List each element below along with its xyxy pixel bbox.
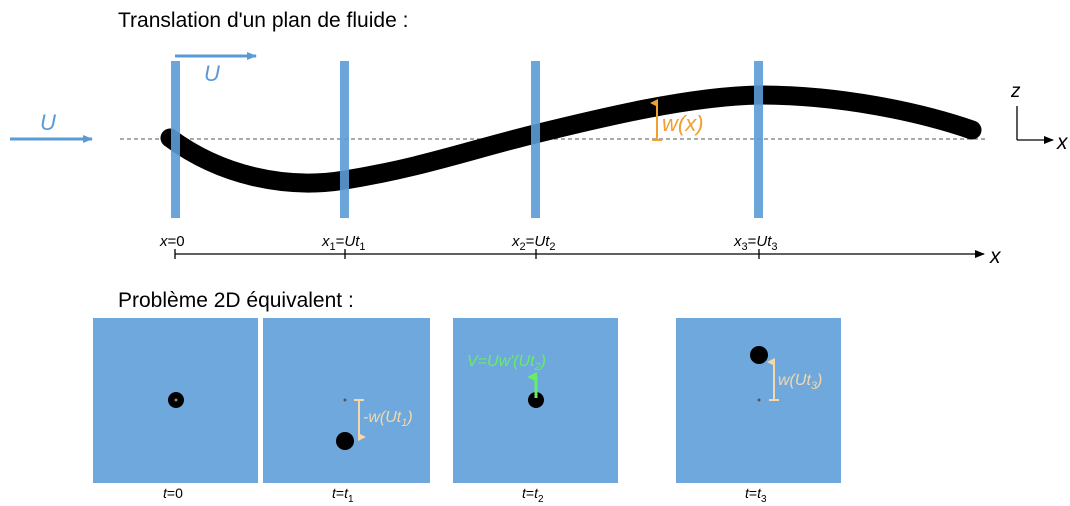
fluid-plane-0 [171,61,180,218]
panel-3-particle [750,346,768,364]
fluid-plane-2 [531,61,540,218]
tick-label-0: x=0 [159,233,185,250]
x-axis-label: x [989,245,1002,268]
tick-label-1: x1=Ut1 [321,233,366,253]
bottom-title: Problème 2D équivalent : [118,289,354,312]
panel-2-particle [528,392,544,408]
deflection-label: w(x) [662,111,704,136]
fluid-plane-1 [340,61,349,218]
panel-0-origin [174,398,178,402]
tick-label-2: x2=Ut2 [511,233,556,253]
panel-1-annotation: -w(Ut1) [363,409,413,429]
panel-3-annotation: w(Ut3) [778,372,822,392]
panel-1-particle [336,432,354,450]
panel-3-time: t=t3 [745,485,767,505]
panel-1 [263,318,430,483]
top-title: Translation d'un plan de fluide : [118,9,408,32]
panel-1-time: t=t1 [332,485,354,505]
panel-2-annotation: V=Uw'(Ut2) [467,353,546,373]
panel-3-origin [757,398,761,402]
panel-0-time: t=0 [163,485,183,501]
plane-velocity-label: U [204,61,220,86]
tick-label-3: x3=Ut3 [733,233,778,253]
z-axis-label: z [1010,81,1021,102]
panel-2-time: t=t2 [522,485,544,505]
x-axis-small-label: x [1056,131,1069,154]
panel-1-origin [343,398,347,402]
fluid-plane-3 [754,61,763,218]
flow-label: U [40,110,56,135]
